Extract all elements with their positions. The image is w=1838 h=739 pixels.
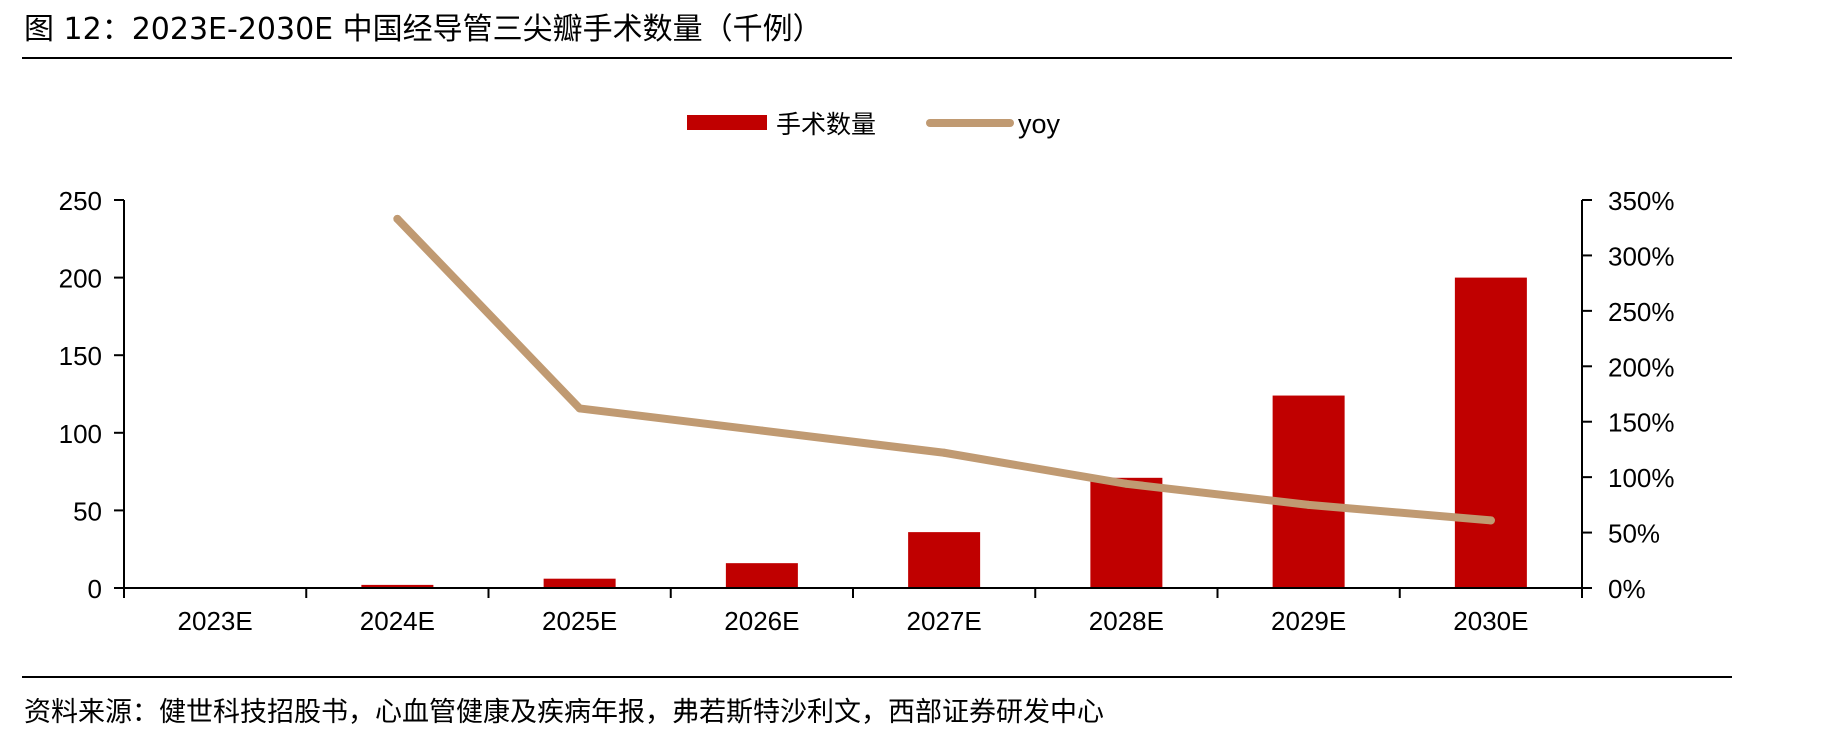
title-divider [22,57,1732,59]
yoy-point-2030E [1486,516,1495,525]
left-tick-label: 100 [59,419,102,449]
bar-2030E [1454,277,1527,588]
chart-axes: 0 50 100 150 200 250 0% 50% 100% 150% 200% 250% 300%… [59,186,1675,636]
bar-2025E [543,578,616,588]
line-series [393,214,1495,525]
yoy-point-2025E [575,404,584,413]
yoy-point-2027E [940,448,949,457]
yoy-point-2028E [1122,479,1131,488]
x-tick-label: 2025E [542,606,617,636]
bar-2028E [1090,477,1163,588]
figure-title: 图 12：2023E-2030E 中国经导管三尖瓣手术数量（千例） [24,12,823,47]
yoy-point-2024E [393,214,402,223]
x-tick-label: 2029E [1271,606,1346,636]
right-tick-label: 50% [1608,519,1660,549]
left-tick-label: 0 [88,574,102,604]
left-tick-label: 50 [73,496,102,526]
right-tick-label: 150% [1608,408,1675,438]
bar-2027E [908,532,981,588]
right-tick-label: 0% [1608,574,1646,604]
x-tick-label: 2030E [1453,606,1528,636]
bar-series [179,277,1527,588]
left-tick-label: 150 [59,341,102,371]
bar-2029E [1272,395,1345,588]
legend-bar-swatch [687,115,767,130]
chart-legend: 手术数量 yoy [687,109,1061,139]
right-tick-label: 300% [1608,241,1675,271]
right-tick-label: 250% [1608,297,1675,327]
x-tick-label: 2028E [1089,606,1164,636]
right-tick-label: 200% [1608,352,1675,382]
legend-line-label: yoy [1018,109,1061,139]
bar-2026E [725,563,798,588]
yoy-point-2029E [1304,500,1313,509]
legend-bar-label: 手术数量 [776,111,876,139]
x-tick-label: 2023E [178,606,253,636]
source-note: 资料来源：健世科技招股书，心血管健康及疾病年报，弗若斯特沙利文，西部证券研发中心 [24,697,1104,728]
x-tick-label: 2026E [724,606,799,636]
x-tick-label: 2024E [360,606,435,636]
right-tick-label: 100% [1608,463,1675,493]
left-tick-label: 200 [59,264,102,294]
left-tick-label: 250 [59,186,102,216]
source-divider [22,676,1732,678]
right-tick-label: 350% [1608,186,1675,216]
x-tick-label: 2027E [907,606,982,636]
yoy-point-2026E [757,426,766,435]
bar-2024E [361,584,434,588]
